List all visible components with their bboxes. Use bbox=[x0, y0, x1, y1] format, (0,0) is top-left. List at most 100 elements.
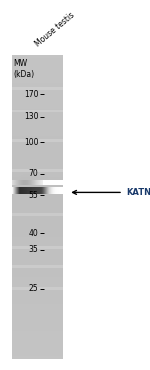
Bar bbox=[57, 180, 58, 185]
Bar bbox=[43, 179, 44, 180]
Bar bbox=[51, 176, 52, 178]
Bar bbox=[22, 186, 23, 188]
Bar bbox=[55, 182, 56, 183]
Bar bbox=[48, 191, 49, 192]
Bar bbox=[18, 172, 19, 173]
Bar bbox=[13, 184, 14, 185]
Bar bbox=[16, 192, 17, 193]
Bar bbox=[61, 246, 62, 249]
Bar bbox=[19, 188, 20, 189]
Bar bbox=[52, 178, 53, 179]
Bar bbox=[21, 87, 22, 90]
Bar bbox=[48, 246, 49, 249]
Bar bbox=[54, 187, 55, 194]
Bar bbox=[52, 181, 53, 182]
Bar bbox=[35, 87, 36, 90]
Bar bbox=[12, 226, 63, 228]
Bar bbox=[19, 184, 20, 185]
Bar bbox=[48, 193, 49, 194]
Bar bbox=[12, 108, 63, 109]
Bar bbox=[29, 180, 30, 181]
Bar bbox=[35, 190, 36, 191]
Bar bbox=[18, 190, 19, 191]
Bar bbox=[12, 74, 63, 75]
Bar bbox=[25, 179, 26, 180]
Bar bbox=[21, 213, 22, 216]
Bar bbox=[52, 190, 53, 191]
Bar bbox=[48, 192, 49, 193]
Bar bbox=[21, 287, 22, 290]
Bar bbox=[33, 191, 34, 192]
Bar bbox=[37, 191, 38, 192]
Bar bbox=[62, 186, 63, 188]
Bar bbox=[40, 189, 41, 190]
Bar bbox=[44, 173, 45, 174]
Bar bbox=[21, 188, 22, 189]
Bar bbox=[50, 186, 51, 188]
Bar bbox=[31, 192, 32, 193]
Bar bbox=[23, 192, 24, 193]
Bar bbox=[12, 85, 63, 86]
Bar bbox=[13, 179, 14, 180]
Bar bbox=[12, 116, 63, 117]
Bar bbox=[28, 173, 29, 174]
Bar bbox=[44, 182, 45, 183]
Bar bbox=[39, 172, 40, 173]
Bar bbox=[39, 179, 40, 180]
Bar bbox=[12, 287, 13, 290]
Bar bbox=[35, 169, 36, 172]
Bar bbox=[60, 184, 61, 185]
Bar bbox=[16, 181, 17, 182]
Bar bbox=[16, 265, 17, 268]
Bar bbox=[53, 184, 54, 185]
Bar bbox=[42, 169, 43, 172]
Bar bbox=[53, 213, 54, 216]
Bar bbox=[53, 187, 54, 194]
Bar bbox=[59, 188, 60, 189]
Bar bbox=[26, 187, 27, 194]
Bar bbox=[40, 175, 41, 176]
Bar bbox=[44, 287, 45, 290]
Bar bbox=[46, 193, 47, 194]
Bar bbox=[25, 173, 26, 174]
Bar bbox=[30, 189, 31, 190]
Bar bbox=[16, 176, 17, 178]
Bar bbox=[59, 181, 60, 182]
Bar bbox=[53, 87, 54, 90]
Bar bbox=[28, 176, 29, 178]
Bar bbox=[37, 190, 38, 191]
Bar bbox=[12, 346, 63, 347]
Bar bbox=[51, 188, 52, 189]
Bar bbox=[42, 110, 43, 112]
Bar bbox=[59, 169, 60, 172]
Bar bbox=[27, 181, 28, 182]
Bar bbox=[29, 190, 30, 191]
Bar bbox=[33, 187, 34, 194]
Bar bbox=[22, 180, 23, 181]
Bar bbox=[44, 193, 45, 194]
Bar bbox=[54, 189, 55, 190]
Bar bbox=[28, 180, 29, 185]
Bar bbox=[14, 188, 15, 189]
Bar bbox=[26, 139, 27, 142]
Bar bbox=[40, 182, 41, 183]
Bar bbox=[17, 110, 18, 112]
Bar bbox=[51, 110, 52, 112]
Bar bbox=[39, 185, 40, 186]
Bar bbox=[46, 189, 47, 190]
Bar bbox=[12, 154, 63, 155]
Bar bbox=[34, 174, 35, 175]
Bar bbox=[12, 181, 63, 182]
Bar bbox=[26, 176, 27, 178]
Bar bbox=[28, 265, 29, 268]
Bar bbox=[12, 170, 63, 171]
Bar bbox=[29, 188, 30, 189]
Bar bbox=[53, 173, 54, 174]
Bar bbox=[12, 305, 63, 306]
Bar bbox=[40, 192, 41, 193]
Bar bbox=[42, 180, 43, 181]
Bar bbox=[49, 87, 50, 90]
Bar bbox=[40, 188, 41, 189]
Bar bbox=[50, 180, 51, 185]
Bar bbox=[44, 265, 45, 268]
